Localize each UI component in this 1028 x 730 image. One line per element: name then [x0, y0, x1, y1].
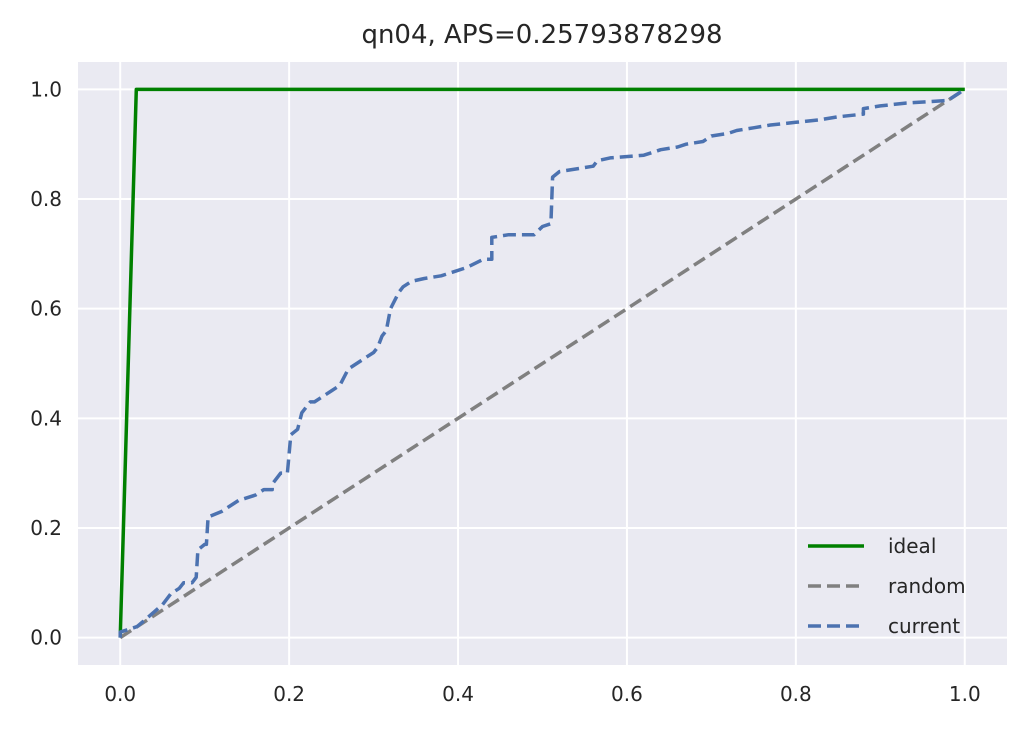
series-line-ideal — [118, 87, 965, 638]
x-tick-label: 1.0 — [949, 682, 981, 706]
x-tick-label: 0.8 — [780, 682, 812, 706]
x-tick-label: 0.6 — [611, 682, 643, 706]
y-tick-labels: 0.0 0.2 0.4 0.6 0.8 1.0 — [30, 77, 62, 649]
y-tick-label: 0.0 — [30, 626, 62, 650]
series-line-random — [119, 87, 966, 640]
y-tick-label: 0.6 — [30, 297, 62, 321]
x-tick-label: 0.4 — [442, 682, 474, 706]
grid — [78, 62, 1007, 665]
y-tick-label: 0.4 — [30, 406, 62, 430]
x-tick-labels: 0.0 0.2 0.4 0.6 0.8 1.0 — [104, 682, 980, 706]
legend-label-current: current — [888, 614, 960, 638]
y-tick-label: 1.0 — [30, 77, 62, 101]
x-tick-label: 0.0 — [104, 682, 136, 706]
legend-label-ideal: ideal — [888, 534, 936, 558]
legend-label-random: random — [888, 574, 966, 598]
x-tick-label: 0.2 — [273, 682, 305, 706]
series-lines — [118, 87, 966, 640]
chart-title: qn04, APS=0.25793878298 — [361, 20, 722, 50]
y-tick-label: 0.2 — [30, 516, 62, 540]
legend: ideal random current — [808, 534, 966, 638]
y-tick-label: 0.8 — [30, 187, 62, 211]
